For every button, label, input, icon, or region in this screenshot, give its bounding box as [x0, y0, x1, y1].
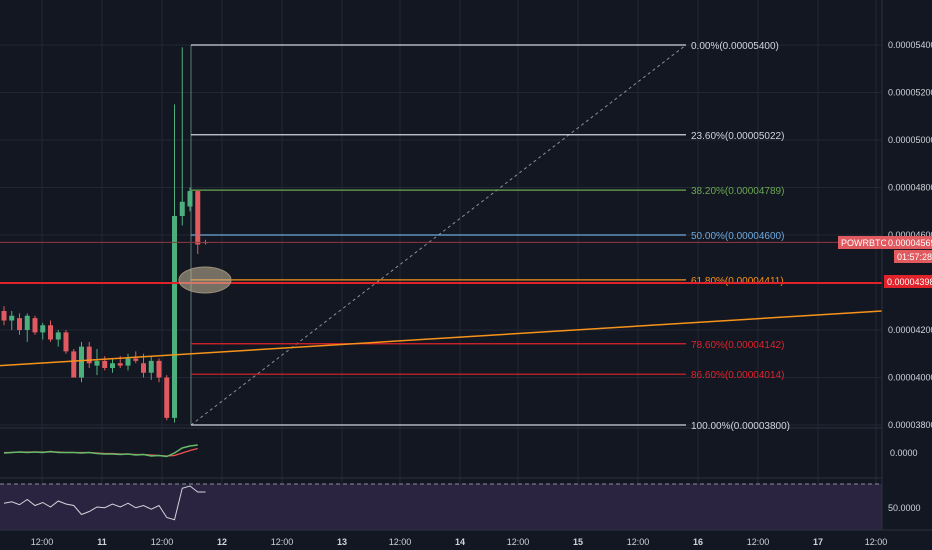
candle-body-7 — [55, 332, 61, 340]
candle-body-11 — [86, 346, 92, 364]
fib-level-label-4: 61.80%(0.00004411) — [691, 276, 784, 287]
candle-body-9 — [71, 351, 77, 378]
time-tick-0: 12:00 — [31, 537, 54, 547]
price-tag-bg — [886, 236, 932, 249]
current-price-tag: POWRBTC 0.00004569 01:57:28 — [838, 236, 932, 263]
time-tick-6: 12:00 — [389, 537, 412, 547]
time-tick-11: 16 — [693, 537, 703, 547]
candle-body-2 — [17, 318, 22, 330]
candle-body-21 — [164, 377, 170, 418]
red-line-tag: 0.00004398 — [887, 277, 932, 287]
time-tick-14: 12:00 — [865, 537, 888, 547]
candle-body-4 — [32, 318, 38, 333]
time-tick-8: 12:00 — [507, 537, 530, 547]
candles — [1, 47, 208, 423]
candle-body-5 — [40, 325, 46, 333]
time-tick-13: 17 — [813, 537, 823, 547]
candle-body-25 — [195, 191, 201, 245]
candle-body-17 — [133, 358, 139, 361]
candle-body-3 — [24, 315, 30, 330]
time-tick-2: 12:00 — [151, 537, 174, 547]
candle-body-15 — [117, 363, 123, 366]
fib-level-label-5: 78.60%(0.00004142) — [691, 340, 784, 351]
candle-body-18 — [141, 363, 146, 373]
candle-body-0 — [1, 311, 7, 321]
price-tick-3: 0.00004800 — [888, 183, 932, 193]
time-tick-4: 12:00 — [271, 537, 294, 547]
rsi-line — [3, 485, 206, 521]
grid — [0, 0, 882, 530]
highlight-ellipse — [178, 266, 232, 294]
symbol-tag: POWRBTC — [841, 238, 887, 248]
fib-level-label-0: 0.00%(0.00005400) — [691, 41, 779, 52]
candle-body-12 — [94, 360, 100, 366]
red-line-price-tag: 0.00004398 — [884, 275, 932, 288]
candle-body-20 — [156, 360, 162, 378]
price-tick-1: 0.00005200 — [888, 88, 932, 98]
candle-body-1 — [9, 315, 15, 321]
time-tick-12: 12:00 — [747, 537, 770, 547]
time-tick-3: 12 — [217, 537, 227, 547]
time-tick-1: 11 — [97, 537, 107, 547]
overlays — [0, 241, 883, 367]
symbol-tag-bg — [838, 236, 886, 249]
fib-level-label-1: 23.60%(0.00005022) — [691, 131, 784, 142]
price-tick-7: 0.00004000 — [888, 373, 932, 383]
time-tick-5: 13 — [337, 537, 347, 547]
fibonacci-retracement[interactable]: 0.00%(0.00005400) 23.60%(0.00005022) 38.20… — [190, 41, 790, 432]
candle-body-13 — [102, 360, 108, 368]
time-tick-7: 14 — [455, 537, 465, 547]
fib-level-label-6: 86.60%(0.00004014) — [691, 370, 784, 381]
candle-body-19 — [148, 360, 154, 373]
stoch-axis-label: 0.0000 — [890, 448, 918, 458]
candle-body-16 — [125, 358, 131, 366]
candle-body-14 — [110, 363, 115, 368]
red-line-tag-bg — [884, 275, 932, 288]
candle-body-22 — [172, 216, 177, 418]
candle-body-6 — [48, 325, 53, 340]
fib-level-label-7: 100.00%(0.00003800) — [691, 421, 790, 432]
candle-body-10 — [79, 346, 84, 378]
price-tag: 0.00004569 — [888, 238, 932, 248]
price-tick-6: 0.00004200 — [888, 325, 932, 335]
price-tick-8: 0.00003800 — [888, 420, 932, 430]
time-tick-9: 15 — [573, 537, 583, 547]
stoch-k-line — [3, 444, 198, 458]
time-axis[interactable]: 12:00 11 12:00 12 12:00 13 12:00 14 12:00 15 12:00… — [0, 529, 932, 547]
orange-trendline — [0, 310, 883, 367]
candle-body-24 — [187, 191, 193, 207]
countdown-tag: 01:57:28 — [897, 252, 932, 262]
candle-body-8 — [63, 332, 69, 352]
price-tick-4: 0.00004600 — [888, 230, 932, 240]
countdown-tag-bg — [894, 250, 932, 263]
rsi-axis-label: 50.0000 — [888, 503, 921, 513]
price-tick-0: 0.00005400 — [888, 40, 932, 50]
rsi-band — [0, 484, 882, 530]
candle-body-23 — [179, 201, 185, 216]
time-tick-10: 12:00 — [627, 537, 650, 547]
price-tick-2: 0.00005000 — [888, 135, 932, 145]
fib-level-label-3: 50.00%(0.00004600) — [691, 231, 784, 242]
fib-level-label-2: 38.20%(0.00004789) — [691, 186, 784, 197]
